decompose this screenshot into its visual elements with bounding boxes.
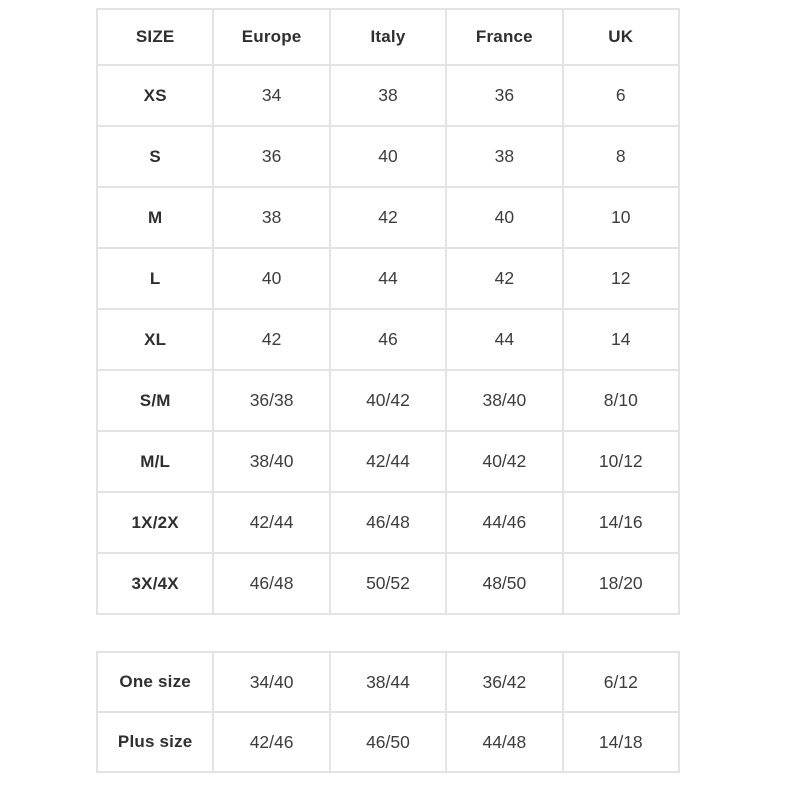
header-row: SIZE Europe Italy France UK [95, 8, 681, 66]
cell-italy: 40/42 [328, 369, 448, 432]
cell-italy: 38/44 [328, 651, 448, 713]
cell-europe: 38/40 [212, 430, 331, 493]
cell-uk: 14/18 [561, 711, 681, 773]
row-label: 3X/4X [95, 552, 215, 615]
cell-uk: 6 [561, 64, 681, 127]
cell-italy: 50/52 [328, 552, 448, 615]
cell-italy: 46/50 [328, 711, 448, 773]
row-label: L [95, 247, 215, 310]
table-row-ml: M/L 38/40 42/44 40/42 10/12 [95, 430, 681, 493]
table-row-xl: XL 42 46 44 14 [95, 308, 681, 371]
cell-uk: 14 [561, 308, 681, 371]
cell-italy: 44 [328, 247, 448, 310]
cell-italy: 40 [328, 125, 448, 188]
cell-europe: 42/46 [212, 711, 331, 773]
row-label: S [95, 125, 215, 188]
cell-italy: 42 [328, 186, 448, 249]
cell-uk: 6/12 [561, 651, 681, 713]
cell-uk: 18/20 [561, 552, 681, 615]
column-header-europe: Europe [212, 8, 331, 66]
cell-italy: 42/44 [328, 430, 448, 493]
table-row-xs: XS 34 38 36 6 [95, 64, 681, 127]
table-row-sm: S/M 36/38 40/42 38/40 8/10 [95, 369, 681, 432]
cell-uk: 10 [561, 186, 681, 249]
tables-container: SIZE Europe Italy France UK XS 34 38 36 … [95, 8, 681, 773]
cell-europe: 36/38 [212, 369, 331, 432]
cell-france: 38/40 [445, 369, 564, 432]
cell-europe: 40 [212, 247, 331, 310]
column-header-uk: UK [561, 8, 681, 66]
cell-france: 42 [445, 247, 564, 310]
cell-france: 38 [445, 125, 564, 188]
table-row-s: S 36 40 38 8 [95, 125, 681, 188]
table-row-one-size: One size 34/40 38/44 36/42 6/12 [95, 651, 681, 713]
cell-uk: 14/16 [561, 491, 681, 554]
cell-france: 36 [445, 64, 564, 127]
column-header-size: SIZE [95, 8, 215, 66]
cell-france: 48/50 [445, 552, 564, 615]
cell-italy: 38 [328, 64, 448, 127]
table-row-m: M 38 42 40 10 [95, 186, 681, 249]
cell-france: 40/42 [445, 430, 564, 493]
cell-france: 40 [445, 186, 564, 249]
column-header-italy: Italy [328, 8, 448, 66]
cell-france: 44/46 [445, 491, 564, 554]
row-label: S/M [95, 369, 215, 432]
cell-europe: 42/44 [212, 491, 331, 554]
cell-europe: 34/40 [212, 651, 331, 713]
special-sizes-table: One size 34/40 38/44 36/42 6/12 Plus siz… [95, 651, 681, 773]
table-row-3x4x: 3X/4X 46/48 50/52 48/50 18/20 [95, 552, 681, 615]
cell-france: 36/42 [445, 651, 564, 713]
cell-italy: 46/48 [328, 491, 448, 554]
cell-europe: 34 [212, 64, 331, 127]
row-label: One size [95, 651, 215, 713]
cell-uk: 12 [561, 247, 681, 310]
row-label: Plus size [95, 711, 215, 773]
cell-uk: 8 [561, 125, 681, 188]
table-row-1x2x: 1X/2X 42/44 46/48 44/46 14/16 [95, 491, 681, 554]
size-conversion-table: SIZE Europe Italy France UK XS 34 38 36 … [95, 8, 681, 615]
cell-uk: 8/10 [561, 369, 681, 432]
cell-europe: 42 [212, 308, 331, 371]
row-label: M/L [95, 430, 215, 493]
cell-europe: 46/48 [212, 552, 331, 615]
row-label: 1X/2X [95, 491, 215, 554]
row-label: M [95, 186, 215, 249]
cell-france: 44/48 [445, 711, 564, 773]
cell-europe: 38 [212, 186, 331, 249]
row-label: XL [95, 308, 215, 371]
table-row-plus-size: Plus size 42/46 46/50 44/48 14/18 [95, 711, 681, 773]
row-label: XS [95, 64, 215, 127]
table-row-l: L 40 44 42 12 [95, 247, 681, 310]
cell-france: 44 [445, 308, 564, 371]
column-header-france: France [445, 8, 564, 66]
cell-italy: 46 [328, 308, 448, 371]
cell-uk: 10/12 [561, 430, 681, 493]
cell-europe: 36 [212, 125, 331, 188]
